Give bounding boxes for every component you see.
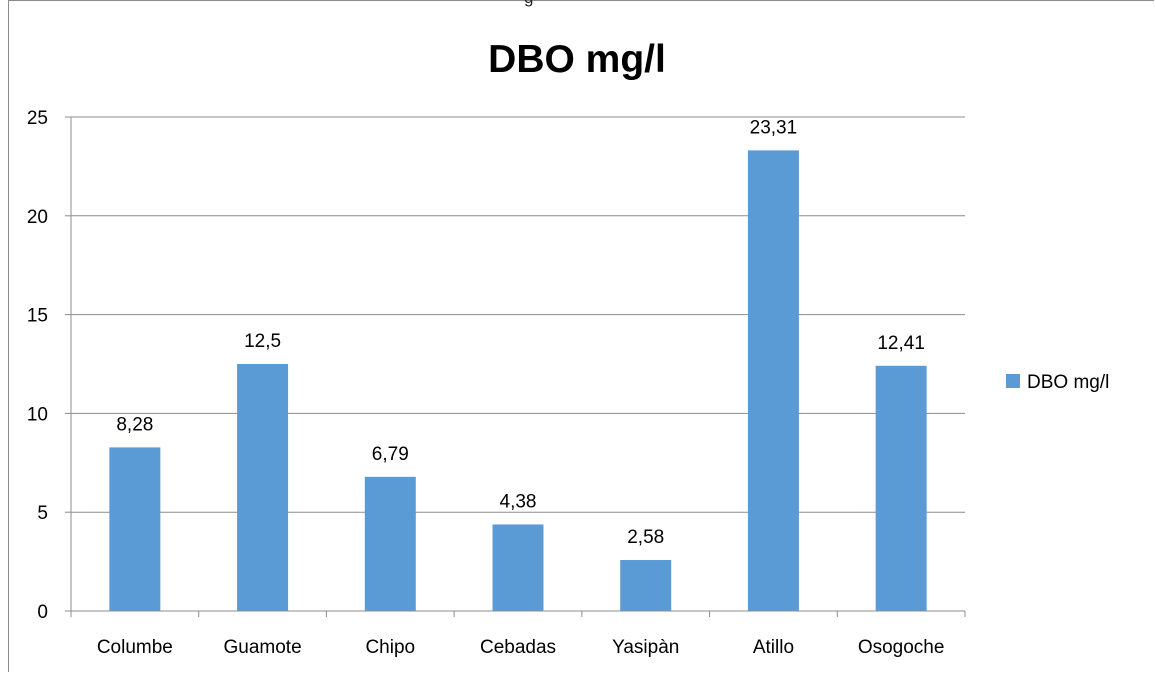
y-tick-label: 25 — [27, 108, 48, 129]
bar — [620, 560, 672, 611]
x-category-label: Yasipàn — [612, 637, 679, 658]
chart-title: DBO mg/l — [488, 38, 666, 81]
top-text-fragment: g — [524, 0, 533, 8]
y-tick-label: 20 — [27, 207, 48, 228]
y-tick-label: 10 — [27, 404, 48, 425]
data-label: 6,79 — [372, 444, 409, 465]
bar — [492, 524, 544, 611]
y-tick-label: 5 — [37, 503, 48, 524]
x-category-label: Osogoche — [858, 637, 945, 658]
y-tick-label: 0 — [37, 602, 48, 623]
x-category-label: Atillo — [753, 637, 794, 658]
x-axis-labels: Columbe Guamote Chipo Cebadas Yasipàn Atillo O… — [97, 637, 945, 658]
bar — [364, 476, 416, 611]
bar — [747, 150, 799, 611]
x-category-label: Cebadas — [480, 637, 556, 658]
legend: DBO mg/l — [1006, 372, 1109, 393]
bar — [109, 447, 161, 611]
data-label: 4,38 — [500, 491, 537, 512]
x-axis — [70, 117, 966, 617]
x-category-label: Chipo — [365, 637, 415, 658]
bar — [875, 365, 927, 611]
bar — [237, 364, 289, 611]
data-label: 23,31 — [750, 117, 798, 138]
legend-label: DBO mg/l — [1027, 372, 1109, 393]
data-label: 2,58 — [627, 527, 664, 548]
gridlines — [71, 116, 965, 513]
x-category-label: Columbe — [97, 637, 173, 658]
legend-swatch — [1006, 374, 1020, 388]
x-category-label: Guamote — [223, 637, 301, 658]
chart-frame — [8, 0, 1154, 672]
data-labels: 8,28 12,5 6,79 4,38 2,58 23,31 12,41 — [116, 117, 925, 548]
y-tick-label: 15 — [27, 306, 48, 327]
data-label: 12,41 — [877, 333, 925, 354]
data-label: 8,28 — [116, 414, 153, 435]
y-axis-ticks: 0 5 10 15 20 25 — [27, 108, 71, 623]
bars — [109, 150, 927, 611]
data-label: 12,5 — [244, 331, 281, 352]
